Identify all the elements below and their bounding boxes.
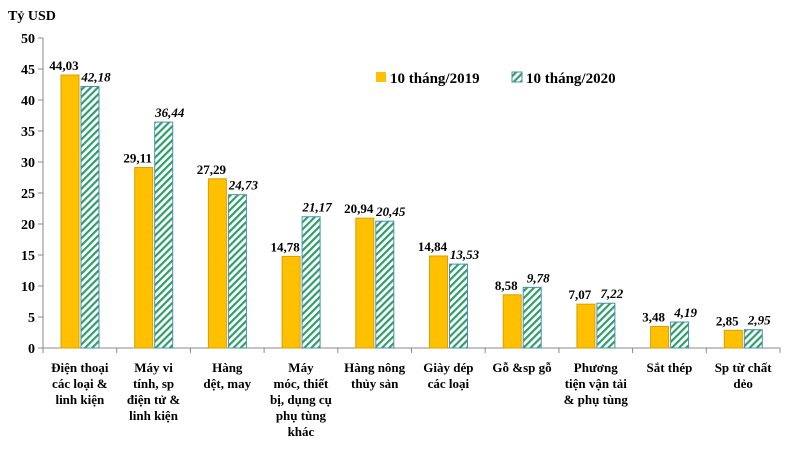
data-label-2020: 2,95 xyxy=(747,313,771,328)
legend: 10 tháng/2019 10 tháng/2020 xyxy=(376,71,616,87)
data-label-2020: 20,45 xyxy=(375,204,406,219)
y-tick-label: 20 xyxy=(21,218,35,233)
bar-2019 xyxy=(355,217,375,349)
bar-2020 xyxy=(301,216,321,349)
bar-2020 xyxy=(80,85,100,349)
bar-2020 xyxy=(449,263,468,349)
bar-2020 xyxy=(596,302,616,349)
bar-2019 xyxy=(207,178,227,349)
data-label-2019: 27,29 xyxy=(197,162,227,177)
data-label-2019: 20,94 xyxy=(344,201,374,216)
bar-2019 xyxy=(723,329,743,349)
bar-2020 xyxy=(522,286,542,349)
x-category-label: Máy vi tính, sp điện tử & linh kiện xyxy=(127,360,180,423)
x-category-label: Hàng nông thủy sản xyxy=(344,360,406,391)
y-tick-label: 0 xyxy=(28,342,35,357)
y-tick-label: 15 xyxy=(21,249,35,264)
y-tick-label: 50 xyxy=(21,32,35,47)
bar-2019 xyxy=(502,294,522,349)
x-category-label: Sp từ chất dẻo xyxy=(715,360,773,391)
bar-2019 xyxy=(134,167,154,349)
bar-2019 xyxy=(60,74,80,349)
legend-swatch-2019 xyxy=(376,72,386,82)
y-tick-label: 30 xyxy=(21,156,35,171)
data-label-2020: 7,22 xyxy=(601,286,624,301)
data-label-2019: 3,48 xyxy=(642,309,665,324)
y-tick-label: 5 xyxy=(28,311,35,326)
x-category-label: Sắt thép xyxy=(647,360,693,375)
legend-label-2019: 10 tháng/2019 xyxy=(390,71,480,87)
data-label-2020: 21,17 xyxy=(301,200,332,215)
data-label-2019: 7,07 xyxy=(569,287,592,302)
x-category-label: Phương tiện vận tải & phụ tùng xyxy=(564,360,629,407)
bar-2020 xyxy=(670,321,690,349)
y-tick-label: 10 xyxy=(21,280,35,295)
bar-2020 xyxy=(154,121,174,349)
data-label-2019: 29,11 xyxy=(123,151,152,166)
data-label-2020: 36,44 xyxy=(154,105,185,120)
data-label-2019: 14,84 xyxy=(418,239,448,254)
bar-2019 xyxy=(281,255,301,349)
data-label-2020: 13,53 xyxy=(450,247,480,262)
y-axis-label: Tỷ USD xyxy=(8,9,56,24)
x-category-label: Giày dép các loại xyxy=(423,360,473,391)
bar-2019 xyxy=(576,303,596,349)
y-tick-label: 40 xyxy=(21,94,35,109)
data-label-2019: 2,85 xyxy=(716,313,739,328)
y-tick-label: 45 xyxy=(21,63,35,78)
legend-swatch-2020 xyxy=(511,71,523,83)
data-label-2020: 24,73 xyxy=(228,178,259,193)
data-label-2020: 4,19 xyxy=(673,305,697,320)
x-category-label: Máy móc, thiết bị, dụng cụ phụ tùng khác xyxy=(270,360,332,439)
legend-label-2020: 10 tháng/2020 xyxy=(526,71,616,87)
data-label-2019: 14,78 xyxy=(270,239,300,254)
data-label-2019: 8,58 xyxy=(495,278,518,293)
x-category-label: Điện thoại các loại & linh kiện xyxy=(51,360,109,407)
bar-2020 xyxy=(375,220,395,349)
bar-2019 xyxy=(650,325,670,349)
data-label-2020: 42,18 xyxy=(80,69,111,84)
y-tick-label: 35 xyxy=(21,125,35,140)
bar-2020 xyxy=(227,194,247,349)
data-label-2020: 9,78 xyxy=(527,270,550,285)
x-category-label: Hàng dệt, may xyxy=(203,360,251,391)
data-label-2019: 44,03 xyxy=(49,58,79,73)
bar-2020 xyxy=(743,329,763,349)
y-tick-label: 25 xyxy=(21,187,35,202)
bar-2019 xyxy=(429,255,448,349)
x-category-label: Gỗ &sp gỗ xyxy=(492,360,551,375)
